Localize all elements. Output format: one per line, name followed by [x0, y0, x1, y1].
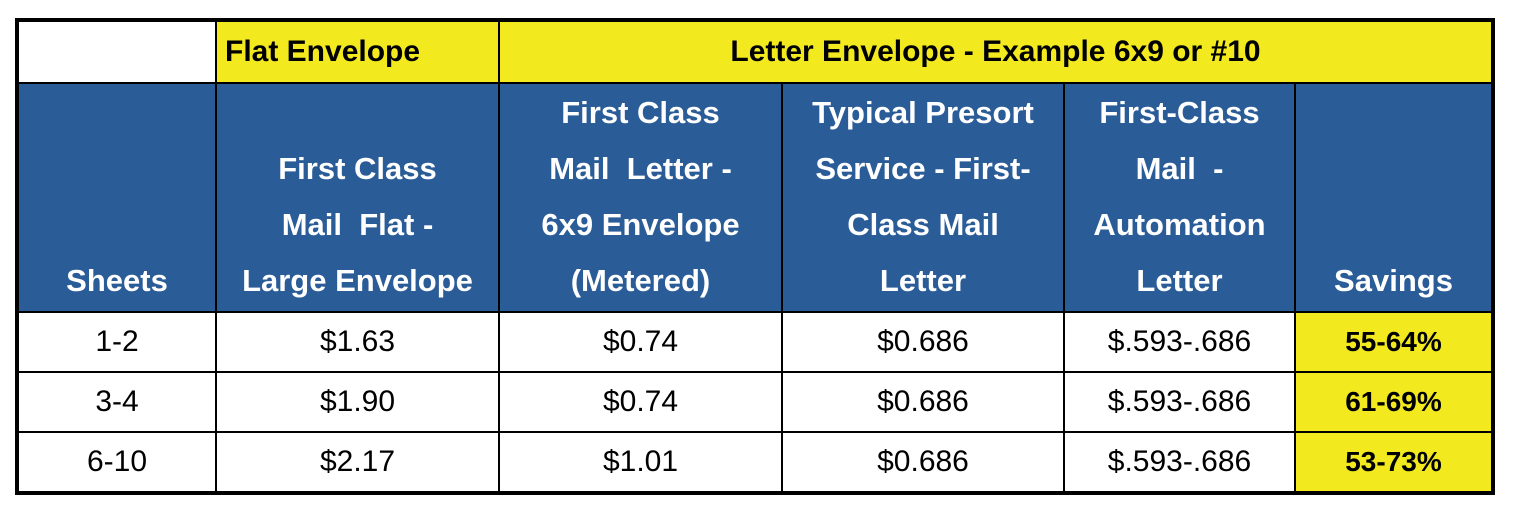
column-header: Savings	[1294, 82, 1494, 313]
cell: $1.63	[215, 311, 500, 373]
cell: $0.686	[781, 431, 1065, 494]
header-line: First Class	[278, 151, 437, 186]
savings-cell: 53-73%	[1294, 431, 1494, 494]
column-header: First-Class Mail - Automation Letter	[1063, 82, 1296, 313]
header-line: Class Mail	[847, 207, 999, 242]
header-line: Mail -	[1135, 151, 1224, 186]
cell: 3-4	[16, 371, 217, 433]
cell: $0.74	[498, 311, 783, 373]
cell: $2.17	[215, 431, 500, 494]
data-row: 3-4 $1.90 $0.74 $0.686 $.593-.686 61-69%	[16, 371, 1494, 433]
header-line: 6x9 Envelope	[541, 207, 740, 242]
group-header-row: Flat Envelope Letter Envelope - Example …	[16, 19, 1494, 84]
header-line: First Class	[561, 95, 720, 130]
cell: $0.686	[781, 311, 1065, 373]
cell: $0.686	[781, 371, 1065, 433]
cell: 1-2	[16, 311, 217, 373]
group-header: Letter Envelope - Example 6x9 or #10	[498, 19, 1494, 84]
data-row: 6-10 $2.17 $1.01 $0.686 $.593-.686 53-73%	[16, 431, 1494, 494]
cell: $1.90	[215, 371, 500, 433]
cell: $0.74	[498, 371, 783, 433]
header-line: First-Class	[1099, 95, 1260, 130]
column-header-row: Sheets First Class Mail Flat - Large Envelo…	[16, 82, 1494, 313]
header-line: Sheets	[66, 263, 168, 298]
header-line: Service - First-	[815, 151, 1031, 186]
header-line: Savings	[1334, 263, 1453, 298]
column-header: First Class Mail Letter - 6x9 Envelope (Met…	[498, 82, 783, 313]
header-line: (Metered)	[570, 263, 711, 298]
rate-table: Flat Envelope Letter Envelope - Example …	[15, 18, 1495, 495]
blank-cell	[16, 19, 217, 84]
column-header: Sheets	[16, 82, 217, 313]
cell: 6-10	[16, 431, 217, 494]
header-line: Automation	[1093, 207, 1266, 242]
data-row: 1-2 $1.63 $0.74 $0.686 $.593-.686 55-64%	[16, 311, 1494, 373]
header-line: Mail Flat -	[281, 207, 434, 242]
header-line: Letter	[1136, 263, 1223, 298]
cell: $.593-.686	[1063, 311, 1296, 373]
header-line: Typical Presort	[812, 95, 1034, 130]
header-line: Large Envelope	[242, 263, 473, 298]
cell: $1.01	[498, 431, 783, 494]
savings-cell: 55-64%	[1294, 311, 1494, 373]
cell: $.593-.686	[1063, 431, 1296, 494]
header-line: Letter	[879, 263, 967, 298]
column-header: First Class Mail Flat - Large Envelope	[215, 82, 500, 313]
savings-cell: 61-69%	[1294, 371, 1494, 433]
group-header: Flat Envelope	[215, 19, 500, 84]
cell: $.593-.686	[1063, 371, 1296, 433]
column-header: Typical Presort Service - First- Class Mai…	[781, 82, 1065, 313]
header-line: Mail Letter -	[549, 151, 732, 186]
